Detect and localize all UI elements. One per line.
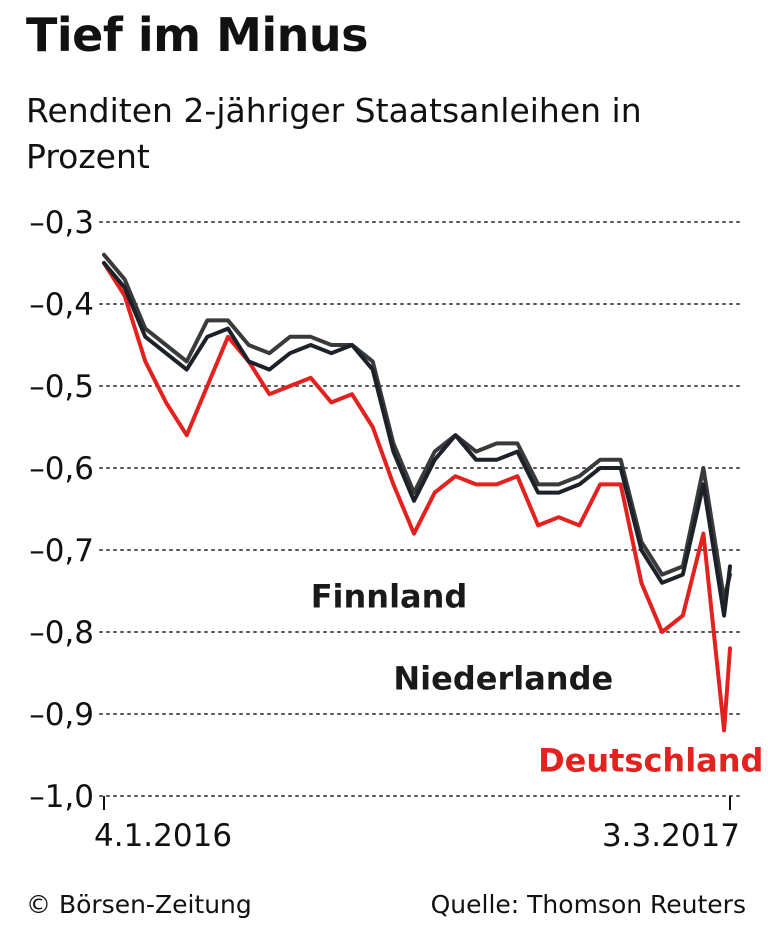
y-tick-label: –0,4 <box>29 287 94 323</box>
y-tick-label: –0,9 <box>29 697 94 733</box>
series-line-niederlande <box>102 261 732 618</box>
y-tick-label: –0,5 <box>29 369 94 405</box>
y-tick-label: –0,6 <box>29 451 94 487</box>
x-axis-ticks: 4.1.2016 3.3.2017 <box>94 796 740 854</box>
x-tick-label: 3.3.2017 <box>602 818 740 854</box>
chart-subtitle: Renditen 2-jähriger Staatsanleihen in Pr… <box>26 91 642 176</box>
chart-title: Tief im Minus <box>26 8 369 62</box>
y-tick-label: –0,8 <box>29 615 94 651</box>
credit-text: © Börsen-Zeitung <box>26 890 252 919</box>
series-label-finnland: Finnland <box>311 577 468 615</box>
y-tick-label: –1,0 <box>29 779 94 815</box>
gridlines <box>99 221 743 797</box>
series-line-deutschland <box>102 261 732 733</box>
series-lines <box>102 252 732 733</box>
x-tick-label: 4.1.2016 <box>94 818 232 854</box>
series-label-niederlande: Niederlande <box>393 659 613 697</box>
y-tick-label: –0,3 <box>29 205 94 241</box>
series-label-deutschland: Deutschland <box>538 741 763 779</box>
source-text: Quelle: Thomson Reuters <box>430 890 746 919</box>
y-tick-label: –0,7 <box>29 533 94 569</box>
series-line-finnland <box>102 252 732 602</box>
series-labels: Finnland Niederlande Deutschland <box>311 577 764 779</box>
y-axis-ticks: –0,3 –0,4 –0,5 –0,6 –0,7 –0,8 –0,9 –1,0 <box>29 205 94 815</box>
